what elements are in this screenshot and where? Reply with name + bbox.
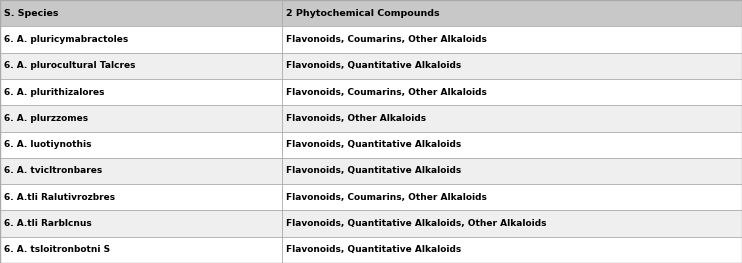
Text: Flavonoids, Coumarins, Other Alkaloids: Flavonoids, Coumarins, Other Alkaloids (286, 35, 487, 44)
Bar (0, 53, 742, 79)
Bar (0, 237, 742, 263)
Text: Flavonoids, Coumarins, Other Alkaloids: Flavonoids, Coumarins, Other Alkaloids (286, 88, 487, 97)
Text: 6. A. tsloitronbotni S: 6. A. tsloitronbotni S (4, 245, 110, 254)
Bar (0, 158, 742, 184)
Bar (0, 26, 742, 53)
Text: Flavonoids, Quantitative Alkaloids: Flavonoids, Quantitative Alkaloids (286, 245, 461, 254)
Text: 6. A.tli Rarblcnus: 6. A.tli Rarblcnus (4, 219, 91, 228)
Text: Flavonoids, Quantitative Alkaloids: Flavonoids, Quantitative Alkaloids (286, 61, 461, 70)
Text: 2 Phytochemical Compounds: 2 Phytochemical Compounds (286, 9, 439, 18)
Bar (0, 105, 742, 132)
Text: Flavonoids, Quantitative Alkaloids: Flavonoids, Quantitative Alkaloids (286, 166, 461, 175)
Text: 6. A. plurocultural Talcres: 6. A. plurocultural Talcres (4, 61, 135, 70)
Text: Flavonoids, Other Alkaloids: Flavonoids, Other Alkaloids (286, 114, 426, 123)
Text: Flavonoids, Quantitative Alkaloids, Other Alkaloids: Flavonoids, Quantitative Alkaloids, Othe… (286, 219, 546, 228)
Text: 6. A. pluricymabractoles: 6. A. pluricymabractoles (4, 35, 128, 44)
Text: Flavonoids, Coumarins, Other Alkaloids: Flavonoids, Coumarins, Other Alkaloids (286, 193, 487, 202)
Bar (0, 0, 742, 26)
Text: 6. A. plurithizalores: 6. A. plurithizalores (4, 88, 104, 97)
Text: 6. A. luotiynothis: 6. A. luotiynothis (4, 140, 91, 149)
Bar (0, 79, 742, 105)
Text: S. Species: S. Species (4, 9, 58, 18)
Bar (0, 184, 742, 210)
Text: 6. A. plurzzomes: 6. A. plurzzomes (4, 114, 88, 123)
Text: Flavonoids, Quantitative Alkaloids: Flavonoids, Quantitative Alkaloids (286, 140, 461, 149)
Bar (0, 210, 742, 237)
Text: 6. A.tli Ralutivrozbres: 6. A.tli Ralutivrozbres (4, 193, 115, 202)
Text: 6. A. tvicltronbares: 6. A. tvicltronbares (4, 166, 102, 175)
Bar (0, 132, 742, 158)
